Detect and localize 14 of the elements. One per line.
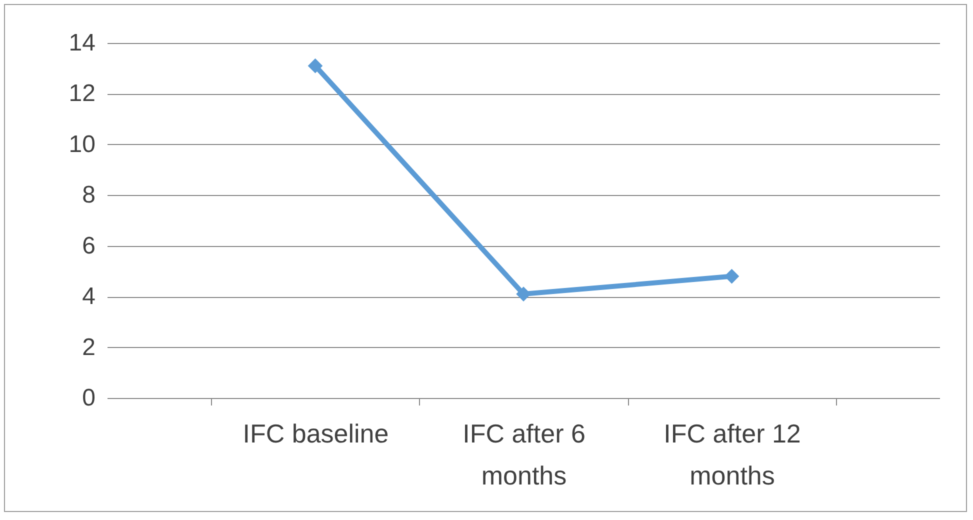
x-tick-label: IFC after 6 months [462,418,586,490]
y-tick-label: 2 [82,334,96,361]
y-tick-label: 4 [82,283,96,310]
x-tick-label: IFC baseline [242,418,389,448]
y-tick-label: 6 [82,232,96,260]
y-tick-label: 8 [82,182,96,209]
y-tick-label: 0 [82,384,96,412]
x-tick-label: IFC after 12 months [664,418,801,490]
y-tick-label: 12 [68,80,96,108]
point [724,268,740,284]
point [308,58,323,74]
point [516,286,531,302]
y-tick-label: 14 [68,30,96,56]
y-tick-label: 10 [68,130,96,158]
